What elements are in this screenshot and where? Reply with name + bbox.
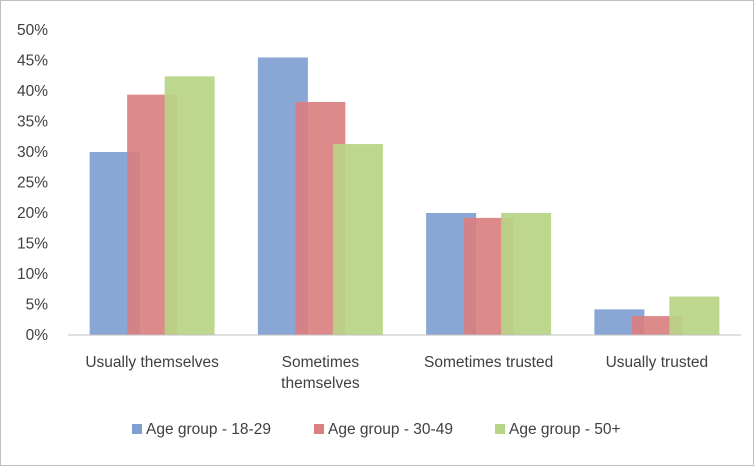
y-tick-label: 35% [17, 114, 48, 131]
x-category-label: Sometimes trusted [424, 354, 553, 371]
bar-series3-cat2 [332, 144, 383, 335]
legend-label: Age group - 30-49 [328, 421, 453, 438]
legend-swatch [132, 424, 142, 434]
y-tick-label: 50% [17, 22, 48, 39]
x-axis-labels: Usually themselves Sometimes themselves Som… [85, 354, 708, 392]
x-category-label: Sometimes [282, 354, 360, 371]
bars-group [89, 57, 720, 336]
legend-label: Age group - 50+ [509, 421, 621, 438]
x-category-label: Usually themselves [85, 354, 219, 371]
bar-series3-cat3 [501, 213, 552, 335]
bar-series3-cat4 [669, 296, 720, 335]
legend-label: Age group - 18-29 [146, 421, 271, 438]
x-category-label: Usually trusted [606, 354, 709, 371]
legend-swatch [495, 424, 505, 434]
legend-swatch [314, 424, 324, 434]
bar-series3-cat1 [164, 76, 215, 336]
y-tick-label: 0% [26, 327, 49, 344]
x-category-label: themselves [281, 375, 360, 392]
y-tick-label: 20% [17, 205, 48, 222]
y-tick-label: 10% [17, 266, 48, 283]
y-tick-label: 15% [17, 236, 48, 253]
y-axis: 0% 5% 10% 15% 20% 25% 30% 35% 40% 45% 50% [17, 22, 48, 344]
y-tick-label: 45% [17, 53, 48, 70]
y-tick-label: 40% [17, 83, 48, 100]
y-tick-label: 25% [17, 175, 48, 192]
y-tick-label: 30% [17, 144, 48, 161]
y-tick-label: 5% [26, 297, 49, 314]
legend: Age group - 18-29 Age group - 30-49 Age gr… [132, 421, 621, 438]
